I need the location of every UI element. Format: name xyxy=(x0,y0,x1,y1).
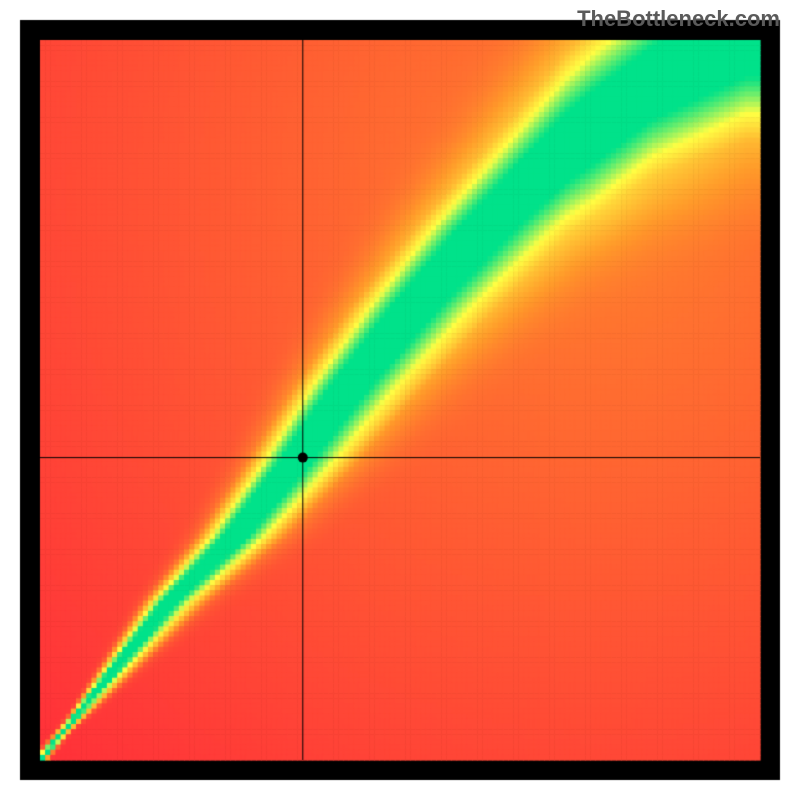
watermark-text: TheBottleneck.com xyxy=(577,6,780,32)
chart-container: TheBottleneck.com xyxy=(0,0,800,800)
bottleneck-heatmap xyxy=(0,0,800,800)
